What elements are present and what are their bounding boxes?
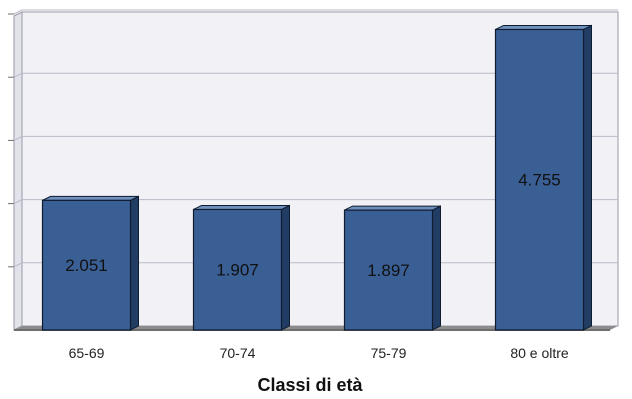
category-label: 80 e oltre [510, 345, 569, 361]
bar-side [281, 204, 290, 331]
bar-side [432, 205, 441, 331]
data-label: 1.897 [367, 261, 410, 280]
bar [343, 209, 434, 331]
bar [192, 208, 283, 331]
plot-side-wall [13, 11, 23, 331]
bar [41, 199, 132, 331]
data-label: 1.907 [216, 261, 259, 280]
grid-line-side [13, 135, 23, 141]
grid-line-side [13, 72, 23, 78]
category-label: 75-79 [371, 345, 407, 361]
grid-line-side [13, 9, 23, 15]
bar-top [42, 195, 139, 201]
bars [41, 24, 592, 331]
grid-line-side [13, 199, 23, 205]
category-labels: 65-69 70-74 75-79 80 e oltre [69, 345, 569, 361]
data-label: 2.051 [65, 256, 108, 275]
bar-top [193, 204, 290, 210]
bar-top [344, 205, 441, 211]
x-axis-title: Classi di età [257, 375, 363, 395]
bar [494, 28, 585, 331]
data-label: 4.755 [518, 171, 561, 190]
grid-line-side [13, 262, 23, 268]
data-labels: 2.051 1.907 1.897 4.755 [65, 171, 561, 280]
bar-side [583, 24, 592, 331]
category-label: 70-74 [220, 345, 256, 361]
category-label: 65-69 [69, 345, 105, 361]
bar-side [130, 195, 139, 331]
